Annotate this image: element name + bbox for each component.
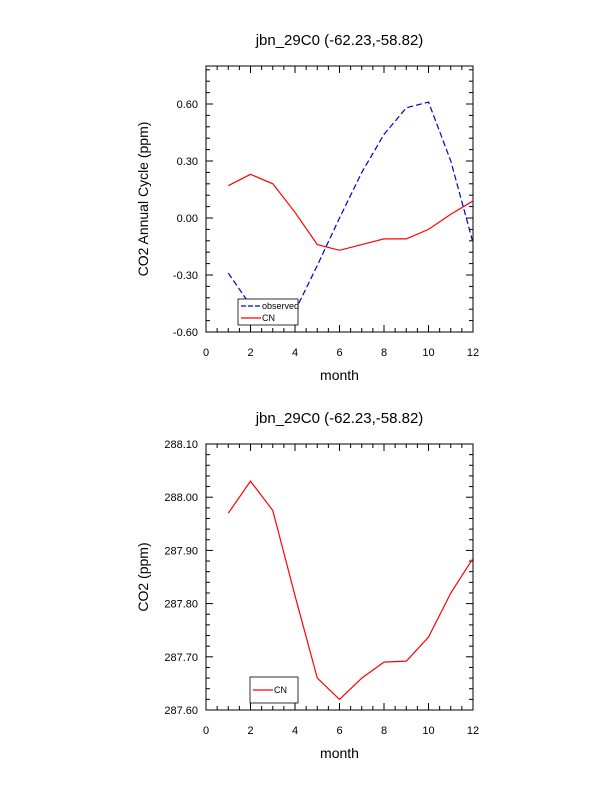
y-tick-label: 287.70	[164, 652, 198, 664]
x-tick-label: 12	[467, 725, 479, 737]
x-ticks: 0 2 4 6 8 10 12	[203, 444, 479, 737]
legend: CN	[249, 676, 299, 704]
chart-title: jbn_29C0 (-62.23,-58.82)	[255, 410, 424, 427]
x-tick-label: 8	[381, 347, 387, 359]
y-tick-label: 287.60	[164, 705, 198, 717]
legend-label-observed: observed	[262, 301, 299, 311]
x-tick-label: 4	[292, 725, 298, 737]
y-tick-label: 0.60	[177, 99, 198, 111]
series-line-cn	[228, 173, 473, 251]
chart-title: jbn_29C0 (-62.23,-58.82)	[255, 32, 424, 49]
legend-box	[237, 298, 299, 326]
plot-frame	[205, 443, 474, 711]
y-tick-label: 287.90	[164, 545, 198, 557]
legend: observed CN	[237, 298, 299, 326]
series-lines	[227, 480, 473, 701]
co2-concentration-chart: jbn_29C0 (-62.23,-58.82) 0 2 4 6 8 10 12 287.6…	[135, 410, 479, 761]
x-tick-label: 6	[336, 347, 342, 359]
x-tick-label: 2	[247, 347, 253, 359]
x-tick-label: 0	[203, 347, 209, 359]
series-lines	[227, 101, 473, 322]
y-tick-label: -0.60	[173, 327, 198, 339]
legend-label-cn: CN	[274, 685, 287, 695]
x-tick-label: 6	[336, 725, 342, 737]
x-axis-label: month	[320, 745, 359, 761]
y-tick-label: 0.00	[177, 213, 198, 225]
y-tick-label: 0.30	[177, 156, 198, 168]
y-axis-label: CO2 (ppm)	[135, 542, 151, 611]
y-tick-label: 288.10	[164, 439, 198, 451]
x-tick-label: 10	[422, 347, 434, 359]
x-tick-label: 8	[381, 725, 387, 737]
x-ticks: 0 2 4 6 8 10 12	[203, 66, 479, 359]
y-tick-label: -0.30	[173, 270, 198, 282]
series-line-observed	[227, 101, 473, 322]
legend-box	[249, 676, 299, 704]
plot-frame	[205, 65, 474, 333]
y-tick-label: 288.00	[164, 492, 198, 504]
x-axis-label: month	[320, 367, 359, 383]
legend-label-cn: CN	[262, 313, 275, 323]
x-tick-label: 2	[247, 725, 253, 737]
x-tick-label: 0	[203, 725, 209, 737]
x-tick-label: 4	[292, 347, 298, 359]
y-tick-label: 287.80	[164, 599, 198, 611]
x-tick-label: 12	[467, 347, 479, 359]
x-tick-label: 10	[422, 725, 434, 737]
y-ticks: -0.60 -0.30 0.00 0.30 0.60	[173, 69, 473, 339]
y-ticks: 287.60 287.70 287.80 287.90 288.00 288.10	[164, 439, 473, 717]
annual-cycle-chart: jbn_29C0 (-62.23,-58.82) 0 2 4 6 8 10 12 -0.60…	[135, 32, 479, 383]
y-axis-label: CO2 Annual Cycle (ppm)	[135, 122, 151, 277]
series-line-cn	[227, 480, 473, 701]
